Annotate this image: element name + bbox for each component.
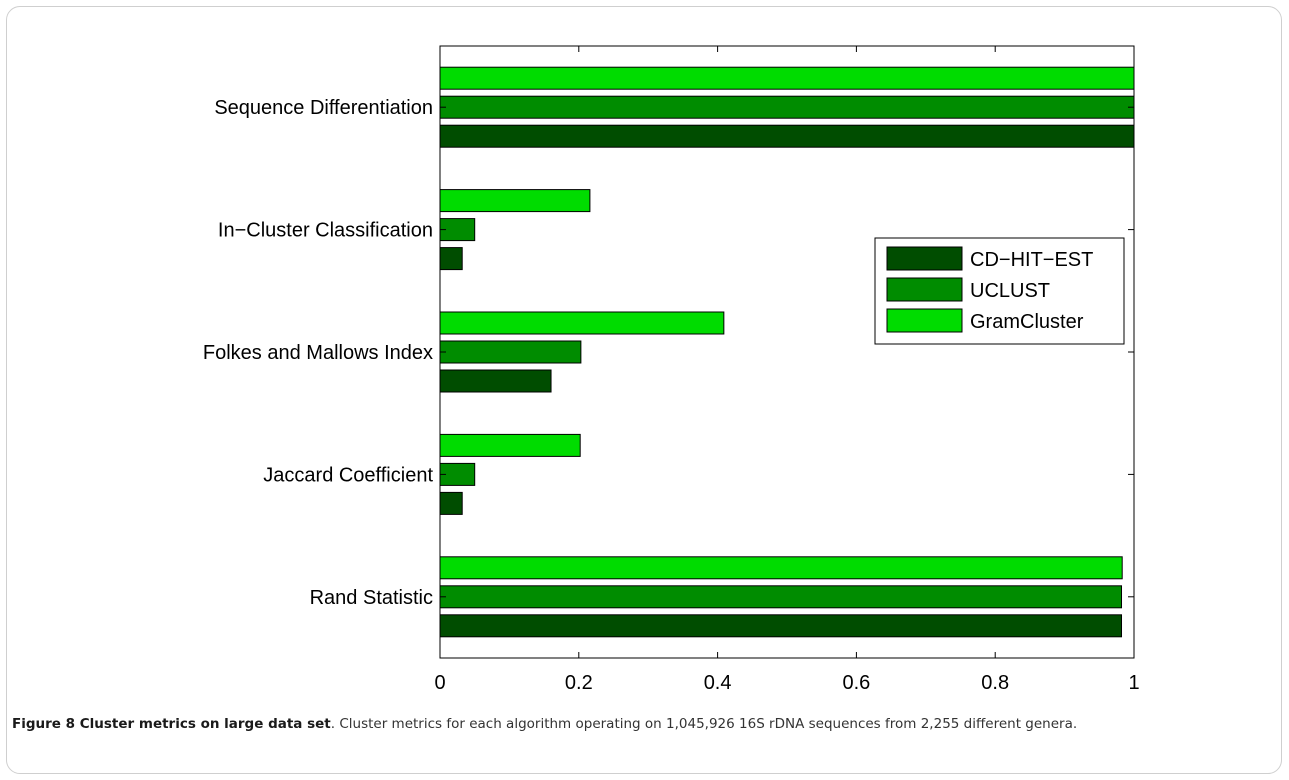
bar-uclust-rand-statistic <box>439 585 1123 609</box>
legend-label-cd-hit-est: CD−HIT−EST <box>970 249 1093 271</box>
bar-gramcluster-jaccard-coefficient <box>439 433 581 457</box>
y-tick-label-sequence-differentiation: Sequence Differentiation <box>214 97 433 119</box>
legend-swatch-cd-hit-est <box>886 246 963 271</box>
bar-cd-hit-est-jaccard-coefficient <box>439 491 463 515</box>
bar-gramcluster-folkes-and-mallows-index <box>439 311 725 335</box>
legend-swatch-uclust <box>886 277 963 302</box>
bar-cd-hit-est-rand-statistic <box>439 614 1123 638</box>
y-tick-label-rand-statistic: Rand Statistic <box>310 587 433 609</box>
legend-label-gramcluster: GramCluster <box>970 311 1084 333</box>
caption-label: Figure 8 Cluster metrics on large data s… <box>12 716 331 732</box>
figure-caption: Figure 8 Cluster metrics on large data s… <box>12 714 1274 734</box>
bar-gramcluster-rand-statistic <box>439 556 1123 580</box>
y-tick-label-jaccard-coefficient: Jaccard Coefficient <box>263 464 433 486</box>
bar-uclust-sequence-differentiation <box>439 95 1135 119</box>
bar-cd-hit-est-in-cluster-classification <box>439 247 463 271</box>
legend-label-uclust: UCLUST <box>970 280 1050 302</box>
bar-cd-hit-est-folkes-and-mallows-index <box>439 369 552 393</box>
bar-uclust-folkes-and-mallows-index <box>439 340 582 364</box>
legend-swatch-gramcluster <box>886 308 963 333</box>
bar-gramcluster-in-cluster-classification <box>439 189 591 213</box>
bar-cd-hit-est-sequence-differentiation <box>439 124 1135 148</box>
x-tick-label: 0.8 <box>981 672 1009 694</box>
bar-chart: Rand Statistic Jaccard Coefficient Folkes … <box>203 45 1140 694</box>
x-tick-label: 0.6 <box>842 672 870 694</box>
figure-frame <box>6 6 1282 774</box>
x-tick-label: 0 <box>434 672 445 694</box>
y-tick-label-folkes-and-mallows-index: Folkes and Mallows Index <box>203 342 433 364</box>
x-tick-label: 0.4 <box>704 672 732 694</box>
x-tick-label: 1 <box>1128 672 1139 694</box>
y-tick-label-in-cluster-classification: In−Cluster Classification <box>218 220 433 242</box>
bar-gramcluster-sequence-differentiation <box>439 66 1135 90</box>
x-tick-label: 0.2 <box>565 672 593 694</box>
caption-text: . Cluster metrics for each algorithm ope… <box>330 716 1078 732</box>
